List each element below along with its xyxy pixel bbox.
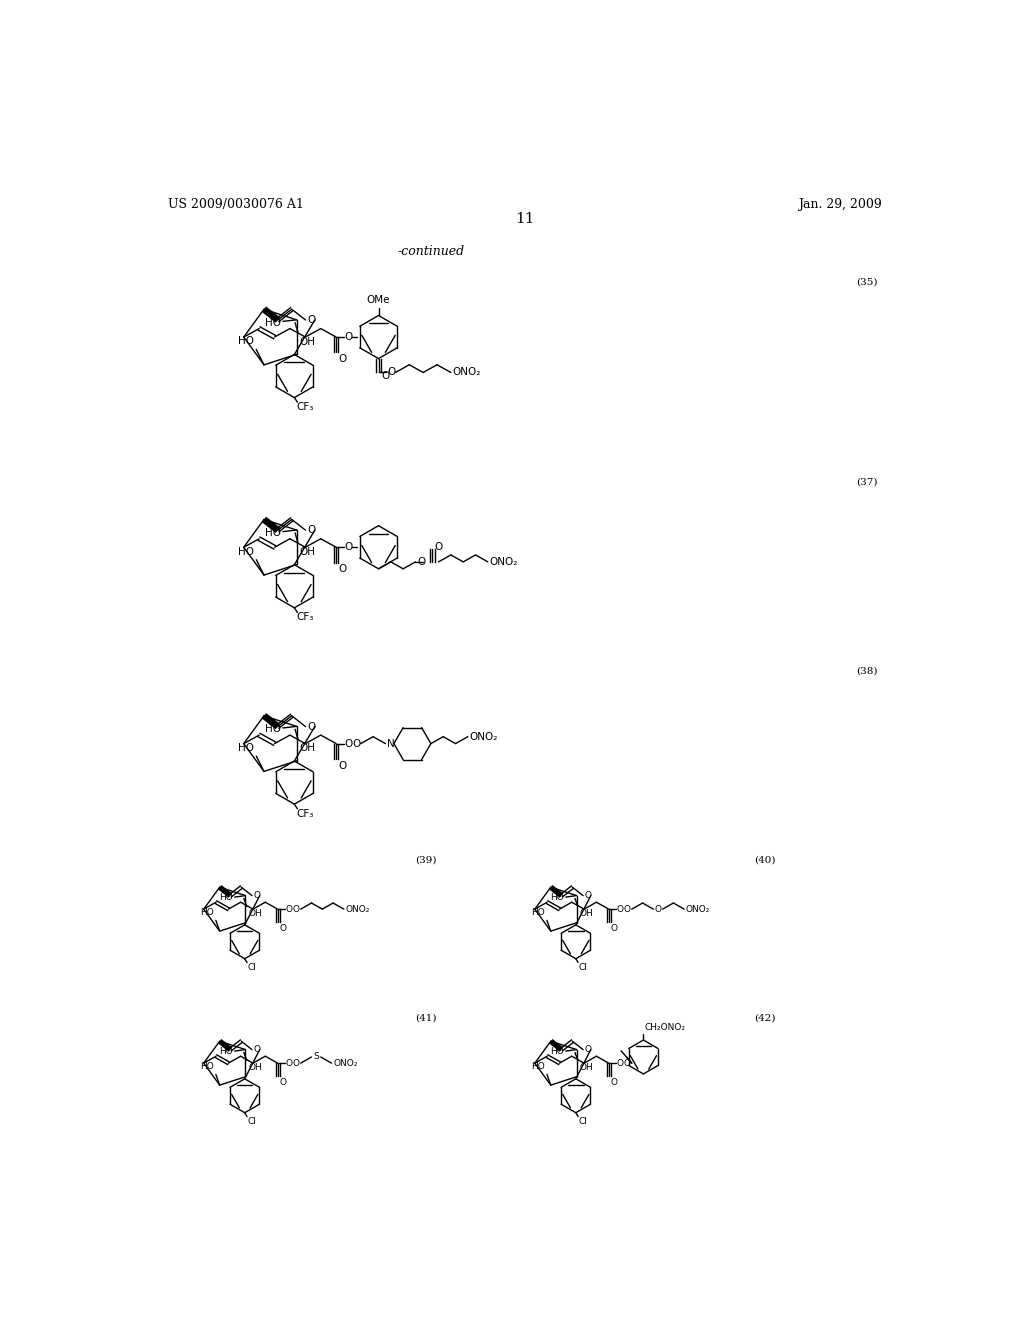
- Text: O: O: [624, 904, 631, 913]
- Text: O: O: [339, 354, 347, 364]
- Text: Cl: Cl: [247, 964, 256, 973]
- Text: O: O: [339, 564, 347, 574]
- Text: (37): (37): [856, 478, 878, 487]
- Text: O: O: [585, 891, 592, 900]
- Text: HO: HO: [264, 318, 281, 327]
- Text: O: O: [624, 1059, 631, 1068]
- Text: O: O: [254, 1045, 260, 1055]
- Text: (42): (42): [755, 1014, 776, 1022]
- Text: US 2009/0030076 A1: US 2009/0030076 A1: [168, 198, 303, 211]
- Text: S: S: [313, 1052, 318, 1061]
- Text: O: O: [352, 739, 360, 748]
- Text: Cl: Cl: [247, 1117, 256, 1126]
- Text: ONO₂: ONO₂: [453, 367, 481, 378]
- Text: HO: HO: [550, 894, 563, 903]
- Text: O: O: [292, 1059, 299, 1068]
- Text: ONO₂: ONO₂: [489, 557, 518, 566]
- Text: (40): (40): [755, 855, 776, 865]
- Text: O: O: [339, 760, 347, 771]
- Text: ONO₂: ONO₂: [345, 904, 370, 913]
- Text: O: O: [387, 367, 395, 378]
- Text: CH₂ONO₂: CH₂ONO₂: [645, 1023, 686, 1032]
- Text: O: O: [435, 543, 443, 552]
- Text: HO: HO: [238, 743, 254, 752]
- Text: O: O: [585, 1045, 592, 1055]
- Text: O: O: [286, 1059, 292, 1068]
- Text: CF₃: CF₃: [297, 403, 314, 412]
- Text: OMe: OMe: [367, 294, 390, 305]
- Text: O: O: [610, 1077, 617, 1086]
- Text: O: O: [307, 722, 315, 731]
- Text: ONO₂: ONO₂: [333, 1059, 357, 1068]
- Text: OH: OH: [300, 337, 315, 347]
- Text: (38): (38): [856, 667, 878, 676]
- Text: OH: OH: [249, 909, 262, 919]
- Text: HO: HO: [238, 337, 254, 346]
- Text: (41): (41): [416, 1014, 437, 1022]
- Text: OH: OH: [249, 1064, 262, 1072]
- Text: ONO₂: ONO₂: [686, 904, 710, 913]
- Text: O: O: [610, 924, 617, 933]
- Text: O: O: [382, 371, 390, 381]
- Text: O: O: [307, 315, 315, 325]
- Text: O: O: [280, 1077, 286, 1086]
- Text: OH: OH: [580, 909, 594, 919]
- Text: HO: HO: [219, 1047, 232, 1056]
- Text: HO: HO: [550, 1047, 563, 1056]
- Text: OH: OH: [300, 743, 315, 754]
- Text: (35): (35): [856, 277, 878, 286]
- Text: OH: OH: [300, 546, 315, 557]
- Text: HO: HO: [264, 528, 281, 539]
- Text: O: O: [655, 904, 662, 913]
- Text: O: O: [345, 333, 353, 342]
- Text: -continued: -continued: [397, 244, 465, 257]
- Text: O: O: [345, 543, 353, 552]
- Text: (39): (39): [416, 855, 437, 865]
- Text: HO: HO: [530, 1063, 545, 1072]
- Text: O: O: [307, 525, 315, 535]
- Text: CF₃: CF₃: [297, 612, 314, 623]
- Text: CF₃: CF₃: [297, 809, 314, 818]
- Text: HO: HO: [219, 894, 232, 903]
- Text: O: O: [254, 891, 260, 900]
- Text: O: O: [616, 1059, 624, 1068]
- Text: HO: HO: [264, 725, 281, 734]
- Text: O: O: [417, 557, 425, 566]
- Text: Jan. 29, 2009: Jan. 29, 2009: [799, 198, 882, 211]
- Text: HO: HO: [238, 546, 254, 557]
- Text: HO: HO: [530, 908, 545, 917]
- Text: Cl: Cl: [579, 1117, 587, 1126]
- Text: HO: HO: [200, 908, 214, 917]
- Text: O: O: [280, 924, 286, 933]
- Text: O: O: [345, 739, 353, 748]
- Text: O: O: [616, 904, 624, 913]
- Text: O: O: [292, 904, 299, 913]
- Text: OH: OH: [580, 1064, 594, 1072]
- Text: N: N: [387, 739, 394, 748]
- Text: O: O: [286, 904, 292, 913]
- Text: 11: 11: [515, 213, 535, 226]
- Text: HO: HO: [200, 1063, 214, 1072]
- Text: ONO₂: ONO₂: [469, 731, 498, 742]
- Text: Cl: Cl: [579, 964, 587, 973]
